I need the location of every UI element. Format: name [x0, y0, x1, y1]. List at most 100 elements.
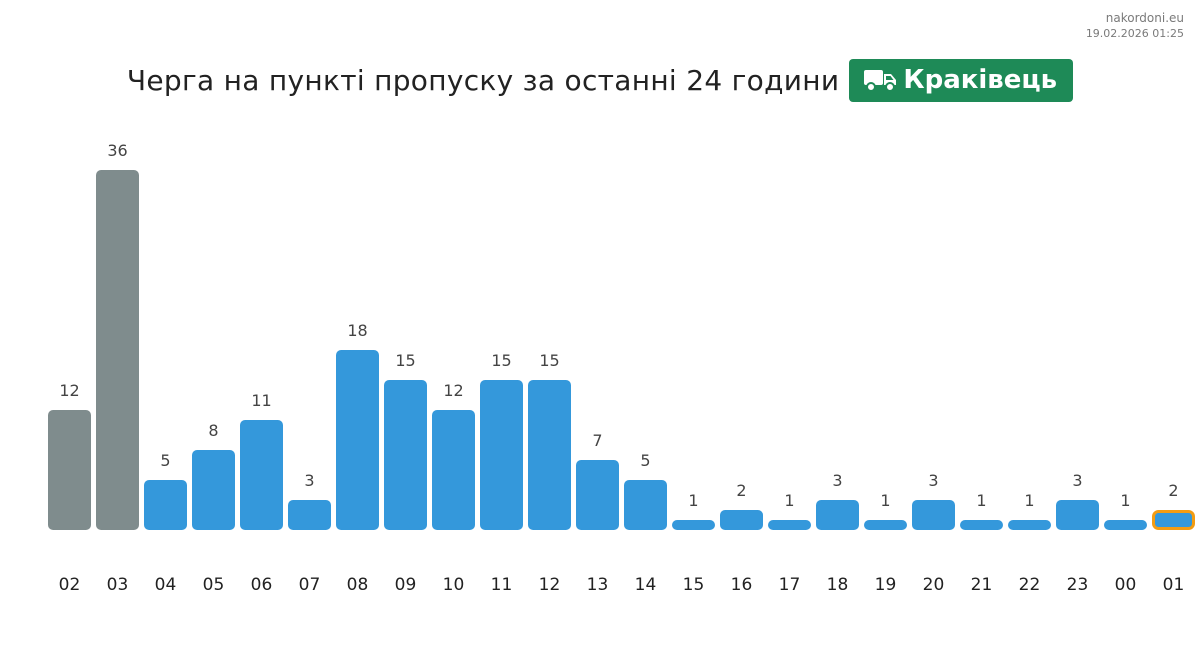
- data-label: 3: [928, 471, 938, 490]
- data-label: 1: [784, 491, 794, 510]
- bar[interactable]: [576, 460, 619, 530]
- data-label: 1: [1120, 491, 1130, 510]
- x-tick-label: 11: [491, 575, 513, 595]
- data-label: 12: [443, 381, 463, 400]
- bar[interactable]: [864, 520, 907, 530]
- bar[interactable]: [432, 410, 475, 530]
- data-label: 18: [347, 321, 367, 340]
- data-label: 12: [59, 381, 79, 400]
- x-tick-label: 08: [347, 575, 369, 595]
- data-label: 1: [688, 491, 698, 510]
- bar-group: 2 16: [720, 481, 763, 595]
- x-tick-label: 22: [1019, 575, 1041, 595]
- meta-info: nakordoni.eu 19.02.2026 01:25: [1086, 10, 1184, 42]
- x-tick-label: 16: [731, 575, 753, 595]
- x-tick-label: 00: [1115, 575, 1137, 595]
- data-label: 2: [1168, 481, 1178, 500]
- bar-group: 1 19: [864, 491, 907, 595]
- bar[interactable]: [1104, 520, 1147, 530]
- x-tick-label: 23: [1067, 575, 1089, 595]
- data-label: 3: [1072, 471, 1082, 490]
- x-tick-label: 04: [155, 575, 177, 595]
- x-tick-label: 06: [251, 575, 273, 595]
- data-label: 8: [208, 421, 218, 440]
- bar[interactable]: [720, 510, 763, 530]
- data-label: 2: [736, 481, 746, 500]
- x-tick-label: 15: [683, 575, 705, 595]
- timestamp: 19.02.2026 01:25: [1085, 27, 1184, 40]
- bar[interactable]: [96, 170, 139, 530]
- bar[interactable]: [240, 420, 283, 530]
- bar-group: 1 17: [768, 491, 811, 595]
- bar-group: 12 10: [432, 381, 475, 595]
- x-tick-label: 09: [395, 575, 417, 595]
- x-tick-label: 19: [875, 575, 897, 595]
- x-tick-label: 14: [635, 575, 657, 595]
- bar-group: 2 01: [1152, 481, 1195, 595]
- bar-group: 7 13: [576, 431, 619, 595]
- bar-group: 5 04: [144, 451, 187, 595]
- truck-icon: [864, 70, 897, 92]
- bar-group: 1 15: [672, 491, 715, 595]
- data-label: 7: [592, 431, 602, 450]
- bar-group: 12 02: [48, 381, 91, 595]
- chart-title: Черга на пункті пропуску за останні 24 г…: [126, 63, 840, 97]
- site-name: nakordoni.eu: [1105, 11, 1184, 25]
- bar-group: 1 00: [1104, 491, 1147, 595]
- bar[interactable]: [1008, 520, 1051, 530]
- data-label: 1: [976, 491, 986, 510]
- bar[interactable]: [384, 380, 427, 530]
- bar[interactable]: [48, 410, 91, 530]
- bar[interactable]: [1056, 500, 1099, 530]
- bar-group: 11 06: [240, 391, 283, 595]
- bar[interactable]: [480, 380, 523, 530]
- bar[interactable]: [144, 480, 187, 530]
- bar-group: 3 07: [288, 471, 331, 595]
- bar[interactable]: [192, 450, 235, 530]
- bar[interactable]: [672, 520, 715, 530]
- data-label: 36: [107, 141, 127, 160]
- x-tick-label: 12: [539, 575, 561, 595]
- bar-group: 8 05: [192, 421, 235, 595]
- x-tick-label: 20: [923, 575, 945, 595]
- x-tick-label: 05: [203, 575, 225, 595]
- bar[interactable]: [768, 520, 811, 530]
- checkpoint-name: Краківець: [903, 65, 1058, 95]
- bar-group: 1 21: [960, 491, 1003, 595]
- data-label: 11: [251, 391, 271, 410]
- bar[interactable]: [960, 520, 1003, 530]
- data-label: 5: [640, 451, 650, 470]
- bar[interactable]: [336, 350, 379, 530]
- bar[interactable]: [1152, 510, 1195, 530]
- checkpoint-badge[interactable]: Краківець: [849, 58, 1074, 102]
- bar[interactable]: [912, 500, 955, 530]
- bar-group: 5 14: [624, 451, 667, 595]
- x-tick-label: 07: [299, 575, 321, 595]
- bar[interactable]: [816, 500, 859, 530]
- bar[interactable]: [288, 500, 331, 530]
- x-tick-label: 03: [107, 575, 129, 595]
- bar-group: 3 20: [912, 471, 955, 595]
- data-label: 1: [1024, 491, 1034, 510]
- data-label: 3: [832, 471, 842, 490]
- data-label: 15: [395, 351, 415, 370]
- x-tick-label: 18: [827, 575, 849, 595]
- data-label: 15: [539, 351, 559, 370]
- bar-group: 1 22: [1008, 491, 1051, 595]
- bar-group: 3 23: [1056, 471, 1099, 595]
- x-tick-label: 10: [443, 575, 465, 595]
- data-label: 1: [880, 491, 890, 510]
- x-tick-label: 17: [779, 575, 801, 595]
- bar-group: 3 18: [816, 471, 859, 595]
- bar[interactable]: [528, 380, 571, 530]
- x-tick-label: 21: [971, 575, 993, 595]
- data-label: 5: [160, 451, 170, 470]
- bar-group: 36 03: [96, 141, 139, 595]
- x-tick-label: 02: [59, 575, 81, 595]
- bar[interactable]: [624, 480, 667, 530]
- data-label: 15: [491, 351, 511, 370]
